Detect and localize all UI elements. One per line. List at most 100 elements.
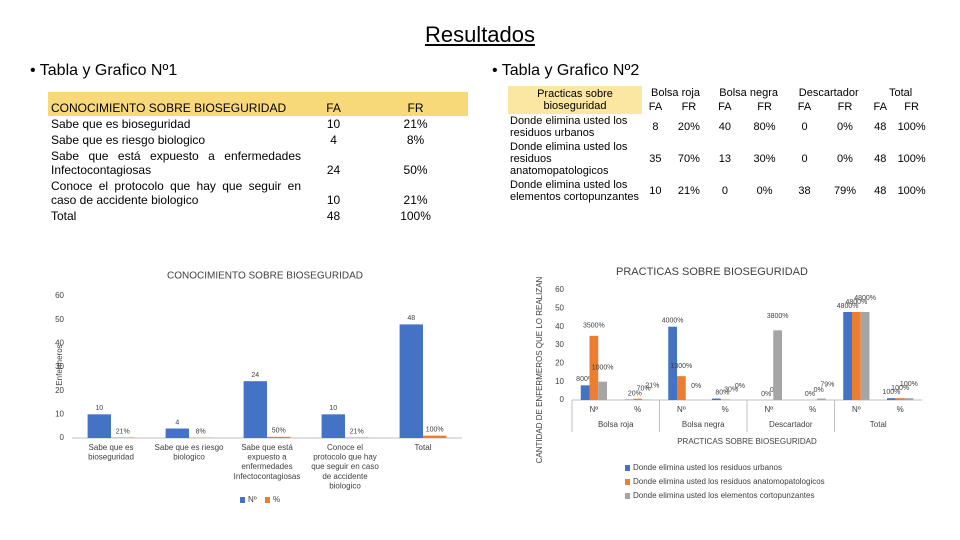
legend-swatch (625, 493, 630, 499)
x-tick-label: Nº (677, 405, 686, 414)
label-line: Sabe que es (89, 443, 134, 452)
cell: Conoce el protocolo que hay que seguir e… (51, 179, 301, 207)
chart-title: PRACTICAS SOBRE BIOSEGURIDAD (616, 266, 808, 278)
group-label: Bolsa roja (598, 420, 634, 429)
data-label: 100% (882, 389, 900, 396)
label-line: Sabe que es riesgo (155, 443, 224, 452)
row: Sabe que es riesgo biologico 4 8% (48, 132, 468, 148)
label-line: de accidente (322, 472, 368, 481)
data-label: 0% (691, 383, 701, 390)
bar (589, 335, 599, 400)
data-label: 4800% (845, 299, 867, 306)
cell: 100% (400, 209, 431, 223)
data-label: 30% (724, 386, 738, 393)
chart-title: CONOCIMIENTO SOBRE BIOSEGURIDAD (167, 271, 363, 282)
data-label: 70% (637, 386, 651, 393)
data-label: 0% (805, 391, 815, 398)
legend-label: Nº (248, 495, 257, 504)
header-cell: Total (888, 87, 913, 99)
subheader-cell: FA (648, 101, 663, 113)
cell: 100% (897, 153, 926, 165)
legend-label: Donde elimina usted los elementos cortop… (633, 491, 814, 500)
subheader-cell: FR (757, 101, 772, 113)
label-line: biologico (173, 453, 205, 462)
bar (852, 312, 861, 400)
data-label: 100% (426, 426, 444, 433)
cell: 0 (721, 185, 728, 197)
cell: 0% (837, 121, 853, 133)
cell: 8% (406, 133, 425, 147)
label-line: expuesto a (247, 453, 287, 462)
data-label: 0% (814, 387, 824, 394)
data-label: 50% (272, 428, 286, 435)
header-cell: Bolsa negra (719, 87, 778, 99)
data-label: 3800% (767, 313, 789, 320)
y-tick-label: 30 (555, 340, 564, 349)
legend-label: Donde elimina usted los residuos urbanos (633, 463, 782, 472)
section-heading: • Tabla y Grafico Nº2 (492, 62, 640, 79)
cell: Donde elimina usted los residuos urbanos (510, 115, 628, 139)
data-label: 3500% (583, 323, 605, 330)
bar (633, 398, 642, 400)
cell: Donde elimina usted los elementos cortop… (510, 179, 640, 203)
cell: 40 (718, 121, 731, 133)
subheader-cell: FR (681, 101, 697, 113)
slide-title: Resultados (424, 22, 536, 47)
data-label: 48 (407, 315, 415, 322)
header-cell: FA (304, 92, 364, 116)
data-label: 10 (95, 405, 103, 412)
legend-label: % (273, 495, 280, 504)
bar (887, 398, 896, 400)
legend-label: Donde elimina usted los residuos anatomo… (633, 477, 825, 486)
y-tick-label: 40 (55, 338, 64, 347)
bar (843, 312, 852, 400)
legend-swatch (625, 479, 630, 485)
row: Total 48 100% (48, 208, 468, 224)
cell: 100% (897, 185, 926, 197)
cell: 0% (756, 185, 773, 197)
label-line: % (722, 405, 729, 414)
row: Sabe que es bioseguridad 10 21% (48, 116, 468, 132)
bar (423, 435, 447, 438)
cell: 13 (718, 153, 731, 165)
x-tick-label: % (897, 405, 904, 414)
cell: Sabe que es riesgo biologico (51, 133, 206, 147)
data-label: 10 (329, 405, 337, 412)
label-line: Nº (765, 405, 774, 414)
section-text: Tabla y Grafico Nº2 (501, 62, 640, 79)
y-tick-label: 60 (555, 285, 564, 294)
cell: 35 (649, 153, 662, 165)
cell: 0% (837, 153, 853, 165)
cell: 48 (874, 153, 887, 165)
row: Donde elimina usted los residuos urbanos… (508, 114, 932, 140)
cell: 8 (652, 121, 659, 133)
header-cell: FR (363, 92, 468, 116)
label-line: Infectocontagiosas (234, 472, 301, 481)
cell: 10 (649, 185, 662, 197)
x-tick-label: Conoce el protocolo que hay que seguir en … (311, 443, 379, 490)
x-tick-label: Nº (765, 405, 774, 414)
x-tick-label: Nº (852, 405, 861, 414)
data-label: 21% (116, 428, 130, 435)
subheader-cell: FA (718, 101, 732, 113)
data-label: 20% (628, 390, 642, 397)
label-line: % (634, 405, 641, 414)
x-tick-label: Sabe que es riesgo biologico (155, 443, 224, 462)
x-tick-label: % (809, 405, 816, 414)
data-label: 4 (175, 419, 179, 426)
data-label: 80% (715, 389, 729, 396)
data-label: 21% (645, 382, 659, 389)
bar (677, 376, 686, 400)
cell: 80% (753, 121, 776, 133)
legend-swatch (240, 497, 245, 503)
subheader-cell: FR (837, 101, 853, 113)
x-tick-label: Sabe que es bioseguridad (88, 443, 134, 462)
cell: 10 (326, 117, 341, 131)
y-tick-label: 60 (55, 291, 64, 300)
bar (860, 312, 870, 400)
y-tick-label: 20 (55, 386, 64, 395)
row: Donde elimina usted los elementos cortop… (508, 178, 932, 204)
cell: 48 (326, 209, 341, 223)
table: CONOCIMIENTO SOBRE BIOSEGURIDAD FA FR Sabe … (48, 92, 468, 224)
